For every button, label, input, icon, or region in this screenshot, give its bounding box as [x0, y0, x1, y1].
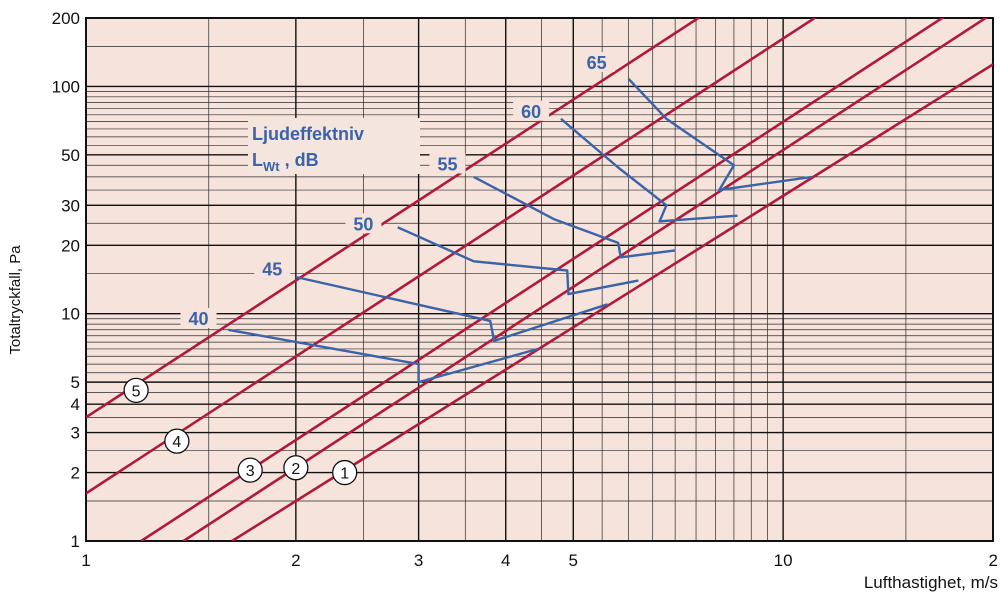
circle-label-2: 2: [291, 461, 300, 478]
x-axis-label: Lufthastighet, m/s: [864, 573, 998, 592]
y-tick-labels: 1 2 3 4 5 10 20 30 50 100 200: [52, 9, 80, 551]
legend-title: Ljudeffektniv: [252, 124, 364, 144]
legend-bg: [248, 118, 420, 174]
sound-line-60: [560, 117, 738, 223]
y-tick-label: 4: [71, 395, 80, 414]
x-tick-label: 10: [774, 551, 793, 570]
sound-line-65: [627, 77, 813, 192]
pressure-line-1: [231, 63, 993, 541]
y-axis-label: Totaltryckfall, Pa: [7, 245, 24, 355]
y-tick-label: 2: [71, 464, 80, 483]
sound-label-bg: [180, 307, 217, 328]
sound-line-55: [473, 175, 676, 259]
y-tick-label: 5: [71, 373, 80, 392]
sound-label-bg: [578, 51, 615, 72]
circle-label-4: 4: [172, 434, 181, 451]
sound-label-40: 40: [188, 309, 208, 329]
legend-subtitle: LWt , dB: [252, 150, 319, 174]
plot-frame: [85, 17, 994, 542]
y-tick-label: 200: [52, 9, 80, 28]
y-tick-label: 3: [71, 424, 80, 443]
sound-label-bg: [513, 100, 550, 121]
pressure-line-5: [86, 18, 701, 419]
sound-label-55: 55: [437, 154, 457, 174]
sound-line-45: [295, 275, 608, 342]
y-tick-label: 1: [71, 532, 80, 551]
pressure-line-2: [182, 18, 988, 541]
circle-marker-3: [237, 457, 263, 483]
circle-label-3: 3: [246, 463, 255, 480]
sound-label-bg: [345, 213, 382, 234]
y-tick-label: 10: [61, 305, 80, 324]
sound-line-50: [397, 226, 639, 296]
pressure-lines: [86, 18, 993, 541]
legend-box: Ljudeffektniv LWt , dB: [248, 118, 420, 174]
x-tick-label: 2: [989, 551, 998, 570]
x-tick-label: 2: [291, 551, 300, 570]
circle-marker-2: [283, 455, 309, 481]
x-tick-label: 3: [414, 551, 423, 570]
y-tick-label: 30: [61, 196, 80, 215]
circle-marker-1: [332, 459, 358, 486]
sound-label-50: 50: [353, 214, 373, 234]
x-tick-labels: 1 2 3 4 5 10 2: [81, 551, 998, 570]
sound-label-45: 45: [262, 259, 282, 279]
y-tick-label: 20: [61, 236, 80, 255]
x-tick-label: 4: [501, 551, 510, 570]
circle-label-5: 5: [132, 383, 141, 400]
sound-line-40: [228, 328, 539, 384]
y-tick-label: 100: [52, 77, 80, 96]
pressure-line-3: [140, 18, 945, 541]
sound-label-65: 65: [587, 53, 607, 73]
sound-label-bg: [254, 258, 291, 279]
sound-label-bg: [429, 153, 466, 174]
sound-label-60: 60: [521, 102, 541, 122]
pressure-line-4: [86, 18, 818, 495]
pressure-line-labels: 5 4 3 2 1: [123, 377, 358, 486]
x-tick-label: 5: [569, 551, 578, 570]
sound-level-lines: 40 45 50 55 60 65: [180, 51, 813, 384]
circle-marker-5: [123, 377, 149, 404]
y-tick-label: 50: [61, 146, 80, 165]
circle-label-1: 1: [340, 466, 349, 483]
x-tick-label: 1: [81, 551, 90, 570]
circle-marker-4: [164, 428, 190, 454]
